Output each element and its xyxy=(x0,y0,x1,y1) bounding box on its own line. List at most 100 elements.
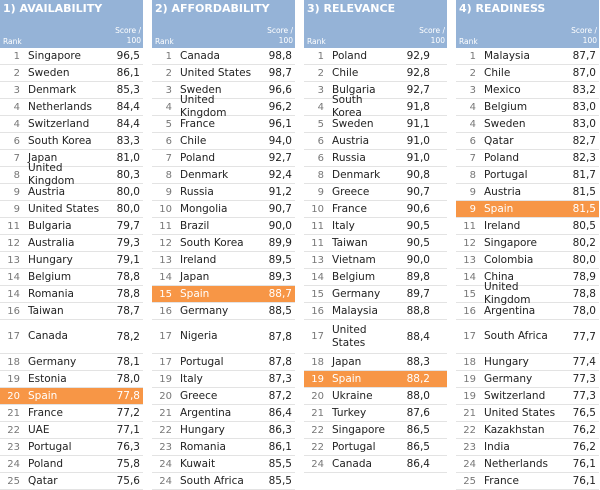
score: 76,2 xyxy=(572,424,596,436)
table-row: 13 Ireland 89,5 xyxy=(152,252,295,269)
table-row: 15 Spain 88,7 xyxy=(152,286,295,303)
rank: 7 xyxy=(469,152,476,164)
country: Netherlands xyxy=(28,100,93,113)
table-row: 18 Japan 88,3 xyxy=(304,354,447,371)
rank: 19 xyxy=(7,373,20,385)
score: 90,0 xyxy=(406,254,430,266)
country: Japan xyxy=(332,355,362,368)
rank: 11 xyxy=(311,220,324,232)
table-row: 17 Canada 78,2 xyxy=(0,320,143,354)
rank: 12 xyxy=(159,237,172,249)
country: Denmark xyxy=(180,168,229,181)
rank: 24 xyxy=(7,458,20,470)
table-row: 10 France 90,6 xyxy=(304,201,447,218)
rank: 6 xyxy=(13,135,20,147)
rank: 5 xyxy=(165,118,172,130)
rank: 22 xyxy=(7,424,20,436)
panel: 4) READINESS Rank Score / 100 1 Malaysia 87,7… xyxy=(456,0,599,490)
score-label: Score / 100 xyxy=(419,26,445,45)
country: Spain xyxy=(180,287,210,300)
table-row: 19 Spain 88,2 xyxy=(304,371,447,388)
country: Germany xyxy=(180,304,229,317)
table-row: 2 Sweden 86,1 xyxy=(0,65,143,82)
country: Poland xyxy=(180,151,216,164)
table-row: 16 Argentina 78,0 xyxy=(456,303,599,320)
country: Sweden xyxy=(180,83,222,96)
table-row: 3 Mexico 83,2 xyxy=(456,82,599,99)
country: Canada xyxy=(332,457,372,470)
score: 86,1 xyxy=(268,441,292,453)
country: Germany xyxy=(484,372,533,385)
rank: 11 xyxy=(463,220,476,232)
rank: 24 xyxy=(159,458,172,470)
country: Portugal xyxy=(180,355,224,368)
rank: 22 xyxy=(463,424,476,436)
country: United States xyxy=(180,66,252,79)
rank: 20 xyxy=(7,390,20,402)
table-row: 14 China 78,9 xyxy=(456,269,599,286)
table-row: 16 Taiwan 78,7 xyxy=(0,303,143,320)
table-row: 22 Portugal 86,5 xyxy=(304,439,447,456)
country: Austria xyxy=(28,185,66,198)
table-row: 20 Greece 87,2 xyxy=(152,388,295,405)
table-row: 1 Canada 98,8 xyxy=(152,48,295,65)
table-row: 21 United States 76,5 xyxy=(456,405,599,422)
rank: 8 xyxy=(469,169,476,181)
country: Japan xyxy=(28,151,58,164)
rank: 17 xyxy=(311,331,324,342)
rank: 11 xyxy=(7,220,20,232)
score: 96,5 xyxy=(116,50,140,62)
table-row: 2 Chile 87,0 xyxy=(456,65,599,82)
score: 86,4 xyxy=(268,407,292,419)
rank: 14 xyxy=(311,271,324,283)
country: Portugal xyxy=(332,440,376,453)
score: 89,3 xyxy=(268,271,292,283)
rank: 7 xyxy=(165,152,172,164)
table-row: 14 Romania 78,8 xyxy=(0,286,143,303)
country: Nigeria xyxy=(180,330,218,342)
score: 80,5 xyxy=(572,220,596,232)
country: Qatar xyxy=(484,134,514,147)
rank: 22 xyxy=(159,424,172,436)
country: United Kingdom xyxy=(484,281,531,306)
score-label: Score / 100 xyxy=(267,26,293,45)
table-row: 13 Hungary 79,1 xyxy=(0,252,143,269)
score: 81,7 xyxy=(572,169,596,181)
rank: 8 xyxy=(165,169,172,181)
table-row: 10 Mongolia 90,7 xyxy=(152,201,295,218)
panel: 1) AVAILABILITY Rank Score / 100 1 Singapore… xyxy=(0,0,143,490)
country: Portugal xyxy=(484,168,528,181)
score: 77,7 xyxy=(572,330,596,343)
country: Germany xyxy=(28,355,77,368)
rank: 5 xyxy=(317,118,324,130)
country: Denmark xyxy=(332,168,381,181)
table-row: 11 Taiwan 90,5 xyxy=(304,235,447,252)
rank: 16 xyxy=(159,305,172,317)
table-row: 7 Poland 82,3 xyxy=(456,150,599,167)
table-row: 5 Sweden 91,1 xyxy=(304,116,447,133)
country: India xyxy=(484,440,510,453)
country: UAE xyxy=(28,423,50,436)
rank: 22 xyxy=(311,424,324,436)
table-row: 4 Netherlands 84,4 xyxy=(0,99,143,116)
table-row: 11 Brazil 90,0 xyxy=(152,218,295,235)
score: 94,0 xyxy=(268,135,292,147)
country: Argentina xyxy=(484,304,536,317)
rank: 6 xyxy=(317,135,324,147)
rank: 6 xyxy=(469,135,476,147)
rank: 4 xyxy=(469,101,476,113)
country: Spain xyxy=(484,202,514,215)
country: Hungary xyxy=(484,355,529,368)
rank: 4 xyxy=(165,101,172,113)
country: South Korea xyxy=(28,134,92,147)
panel-header: 4) READINESS Rank Score / 100 xyxy=(456,0,599,48)
rank-label: Rank xyxy=(307,37,326,46)
score: 78,7 xyxy=(116,305,140,317)
table-row: 24 Kuwait 85,5 xyxy=(152,456,295,473)
country: Canada xyxy=(28,330,68,342)
table-row: 4 Switzerland 84,4 xyxy=(0,116,143,133)
table-row: 1 Malaysia 87,7 xyxy=(456,48,599,65)
country: Italy xyxy=(180,372,203,385)
table-row: 19 Germany 77,3 xyxy=(456,371,599,388)
country: Turkey xyxy=(332,406,367,419)
